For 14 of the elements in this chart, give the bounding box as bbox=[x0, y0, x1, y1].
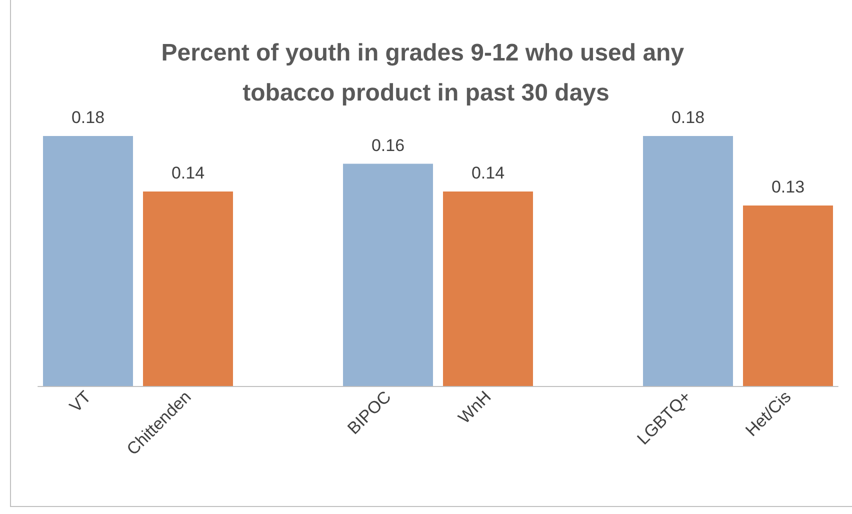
chart-title: Percent of youth in grades 9-12 who used any tobacco product in past 30 days bbox=[161, 40, 691, 106]
bar bbox=[643, 136, 733, 386]
data-label: 0.14 bbox=[171, 164, 205, 183]
data-label: 0.13 bbox=[771, 177, 805, 196]
data-label: 0.18 bbox=[671, 108, 705, 127]
data-label: 0.14 bbox=[471, 164, 505, 183]
bar bbox=[43, 136, 133, 386]
bar bbox=[443, 192, 533, 386]
bar bbox=[143, 192, 233, 386]
bar bbox=[343, 164, 433, 386]
bar bbox=[743, 205, 833, 386]
data-label: 0.16 bbox=[371, 136, 405, 155]
x-tick-label: VT bbox=[66, 387, 95, 416]
data-label: 0.18 bbox=[71, 108, 105, 127]
